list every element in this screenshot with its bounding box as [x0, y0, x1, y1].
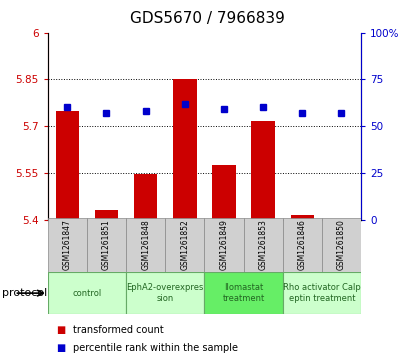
Text: Ilomastat
treatment: Ilomastat treatment — [222, 284, 265, 303]
Bar — [283, 218, 322, 274]
Bar — [283, 272, 361, 314]
Bar — [134, 175, 157, 220]
Bar — [322, 218, 361, 274]
Bar — [56, 111, 79, 220]
Bar — [205, 218, 244, 274]
Text: GDS5670 / 7966839: GDS5670 / 7966839 — [130, 11, 285, 26]
Text: Rho activator Calp
eptin treatment: Rho activator Calp eptin treatment — [283, 284, 361, 303]
Text: GSM1261851: GSM1261851 — [102, 220, 111, 270]
Text: transformed count: transformed count — [73, 325, 164, 335]
Text: GSM1261852: GSM1261852 — [180, 220, 189, 270]
Text: protocol: protocol — [2, 288, 47, 298]
Bar — [165, 218, 204, 274]
Text: ■: ■ — [56, 343, 65, 353]
Text: GSM1261849: GSM1261849 — [220, 220, 229, 270]
Bar — [87, 218, 126, 274]
Text: EphA2-overexpres
sion: EphA2-overexpres sion — [127, 284, 204, 303]
Bar — [95, 210, 118, 220]
Bar — [244, 218, 283, 274]
Text: GSM1261847: GSM1261847 — [63, 220, 72, 270]
Bar — [48, 218, 87, 274]
Text: ■: ■ — [56, 325, 65, 335]
Text: percentile rank within the sample: percentile rank within the sample — [73, 343, 238, 353]
Text: control: control — [72, 289, 102, 298]
Bar — [290, 215, 314, 220]
Text: GSM1261850: GSM1261850 — [337, 220, 346, 270]
Bar — [330, 219, 353, 220]
Bar — [173, 79, 197, 220]
Bar — [126, 272, 205, 314]
Bar — [251, 122, 275, 220]
Bar — [48, 272, 126, 314]
Text: GSM1261846: GSM1261846 — [298, 220, 307, 270]
Bar — [126, 218, 165, 274]
Text: GSM1261848: GSM1261848 — [141, 220, 150, 270]
Bar — [205, 272, 283, 314]
Bar — [212, 165, 236, 220]
Text: GSM1261853: GSM1261853 — [259, 220, 268, 270]
